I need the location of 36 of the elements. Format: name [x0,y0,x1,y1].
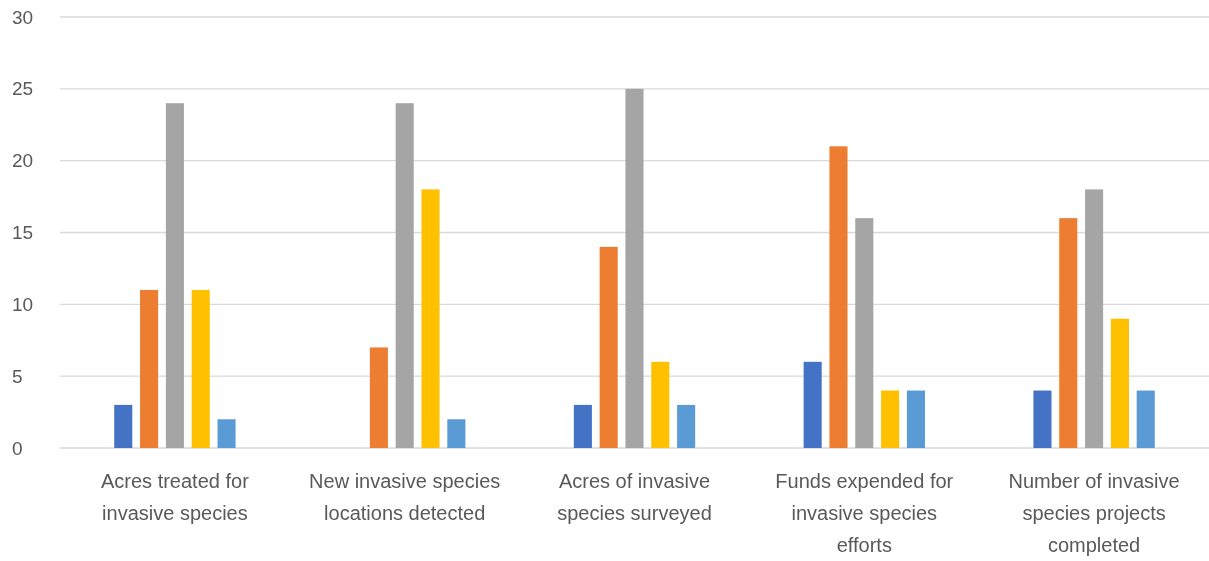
x-tick-label: New invasive species locations detected [309,470,501,524]
bar [1110,318,1129,448]
x-tick-label: Acres of invasive species surveyed [557,470,712,524]
y-tick-label: 20 [12,150,34,172]
bar [803,361,822,448]
x-tick-label: Funds expended for invasive species efforts [775,470,954,556]
bar [421,189,440,448]
y-tick-label: 25 [12,78,34,100]
bar [140,289,159,448]
y-tick-label: 10 [12,293,34,315]
bar [829,146,848,448]
y-tick-label: 30 [12,6,34,28]
x-tick-label: Number of invasive species projects completed [1008,470,1180,556]
bar [1033,390,1052,448]
bar [1059,218,1078,448]
bar [1085,189,1104,448]
bar [881,390,900,448]
bar [395,103,414,448]
bar [1136,390,1155,448]
bar [625,88,644,448]
bar [114,404,133,448]
bar [217,419,236,448]
y-tick-label: 0 [12,437,23,459]
bar [191,289,210,448]
bar [651,361,670,448]
y-tick-label: 15 [12,222,34,244]
bar [165,103,184,448]
bar [906,390,925,448]
bar [369,347,388,448]
y-tick-label: 5 [12,365,23,387]
bar [447,419,466,448]
bar [573,404,592,448]
bar [599,246,618,448]
x-tick-label: Acres treated for invasive species [100,470,250,524]
bar [677,404,696,448]
bar [855,218,874,448]
